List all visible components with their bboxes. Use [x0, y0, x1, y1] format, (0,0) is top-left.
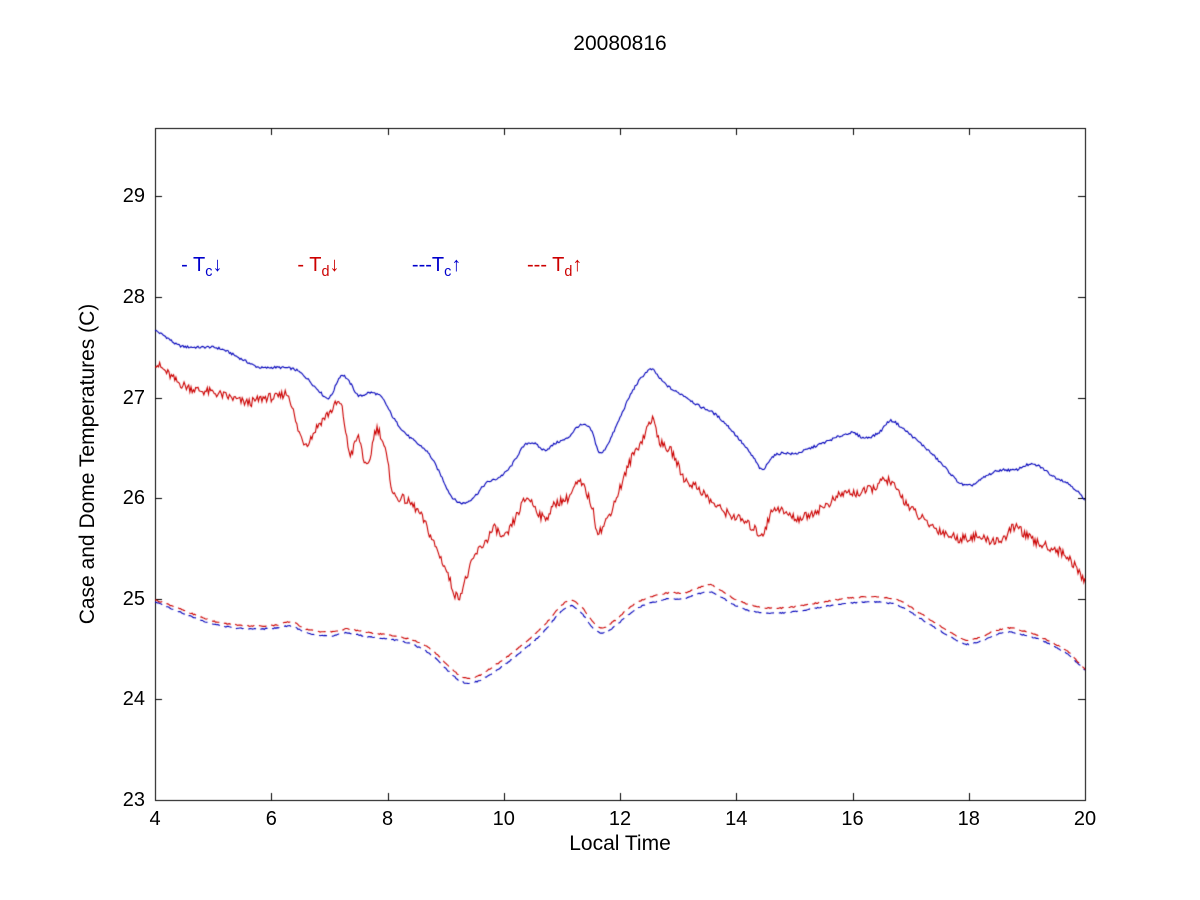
- y-tick-label: 26: [122, 487, 145, 510]
- y-tick-label: 29: [122, 185, 145, 208]
- x-tick-label: 4: [149, 808, 161, 830]
- x-tick-label: 14: [725, 808, 748, 830]
- y-tick-label: 23: [122, 789, 145, 811]
- x-tick-label: 20: [1073, 808, 1097, 830]
- x-tick-label: 12: [608, 808, 632, 830]
- legend-item-Tc-up: ---Tc↑: [411, 253, 462, 280]
- legend-item-Td-down: - Td↓: [297, 253, 340, 280]
- y-tick-label: 24: [122, 688, 145, 711]
- x-axis-label: Local Time: [569, 832, 671, 855]
- y-axis-label: Case and Dome Temperatures (C): [76, 303, 99, 625]
- y-tick-label: 27: [122, 386, 145, 409]
- legend-item-Td-up: --- Td↑: [527, 253, 583, 280]
- x-tick-label: 8: [381, 808, 394, 830]
- chart-title: 20080816: [573, 32, 667, 55]
- legend-item-Tc-down: - Tc↓: [181, 253, 223, 280]
- y-tick-label: 25: [122, 587, 145, 610]
- x-tick-label: 10: [492, 808, 515, 830]
- x-tick-label: 18: [957, 808, 980, 830]
- x-tick-label: 6: [265, 808, 277, 830]
- y-tick-label: 28: [122, 286, 145, 308]
- x-tick-label: 16: [841, 808, 864, 830]
